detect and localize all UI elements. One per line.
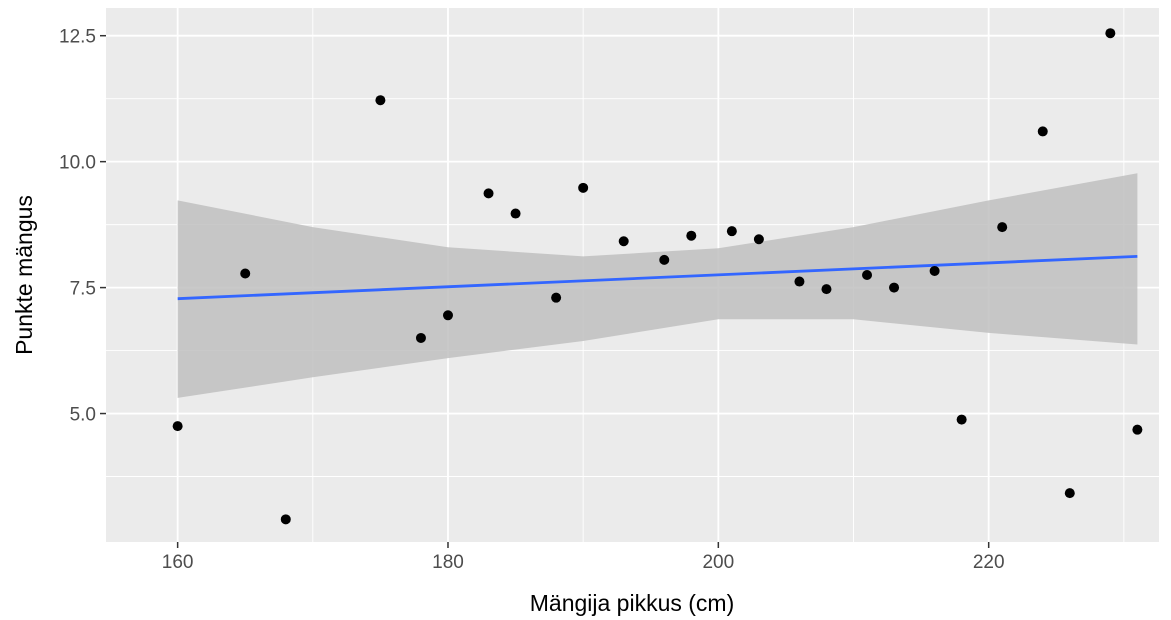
- trend-line-layer: [177, 254, 1138, 301]
- data-point: [1132, 424, 1143, 435]
- y-tick-label: 7.5: [70, 279, 96, 300]
- data-point: [821, 284, 832, 295]
- data-point: [889, 282, 900, 293]
- data-point: [172, 421, 183, 432]
- data-point: [415, 332, 426, 343]
- points-layer: [172, 28, 1143, 525]
- data-point: [929, 265, 940, 276]
- data-point: [442, 310, 453, 321]
- data-point: [1064, 488, 1075, 499]
- data-point: [794, 276, 805, 287]
- data-point: [726, 226, 737, 237]
- data-point: [280, 514, 291, 525]
- x-tick-label: 180: [432, 552, 464, 573]
- x-tick-label: 160: [162, 552, 194, 573]
- x-tick-label: 200: [702, 552, 734, 573]
- data-point: [375, 95, 386, 106]
- data-point: [1105, 28, 1116, 39]
- y-tick-label: 5.0: [70, 405, 96, 426]
- confidence-band: [177, 173, 1138, 398]
- data-point: [862, 270, 873, 280]
- data-point: [240, 268, 251, 279]
- x-axis: 160 180 200 220: [162, 542, 1005, 573]
- y-axis: 5.0 7.5 10.0 12.5: [59, 27, 106, 426]
- data-point: [510, 208, 521, 219]
- y-tick-label: 10.0: [59, 153, 96, 174]
- data-point: [618, 236, 629, 247]
- x-tick-label: 220: [973, 552, 1005, 573]
- data-point: [956, 414, 967, 425]
- confidence-band-layer: [177, 173, 1138, 398]
- data-point: [659, 254, 670, 265]
- data-point: [686, 230, 697, 241]
- trend-line: [177, 254, 1138, 301]
- data-point: [1037, 126, 1048, 137]
- x-axis-title: Mängija pikkus (cm): [530, 590, 735, 616]
- data-point: [551, 292, 562, 303]
- data-point: [483, 188, 494, 199]
- data-point: [753, 234, 764, 245]
- y-axis-title: Punkte mängus: [11, 195, 37, 355]
- y-tick-label: 12.5: [59, 27, 96, 48]
- data-point: [997, 222, 1008, 233]
- data-point: [578, 182, 589, 193]
